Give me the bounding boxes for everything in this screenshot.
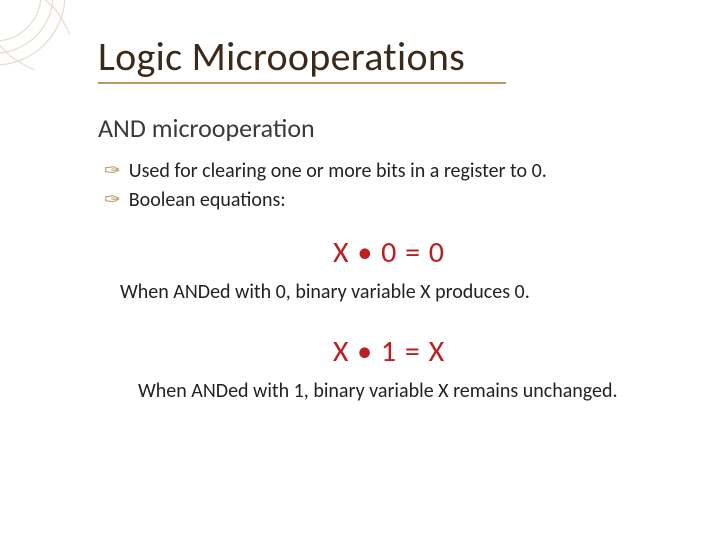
bullet-icon: ✑	[104, 158, 121, 185]
bullet-text: Used for clearing one or more bits in a …	[129, 158, 547, 185]
bullet-text: Boolean equations:	[129, 187, 286, 214]
title-underline	[98, 82, 506, 84]
page-title: Logic Microoperations	[98, 36, 680, 78]
subheading: AND microoperation	[98, 112, 680, 144]
slide-content: Logic Microoperations AND microoperation…	[98, 36, 680, 404]
bullet-list: ✑ Used for clearing one or more bits in …	[104, 158, 680, 214]
equation-1: X • 0 = 0	[98, 234, 680, 271]
list-item: ✑ Boolean equations:	[104, 187, 680, 214]
equation-2-explanation: When ANDed with 1, binary variable X rem…	[138, 378, 640, 404]
bullet-icon: ✑	[104, 187, 121, 214]
corner-decoration	[0, 0, 110, 110]
equation-2: X • 1 = X	[98, 333, 680, 370]
equation-1-explanation: When ANDed with 0, binary variable X pro…	[120, 279, 658, 305]
list-item: ✑ Used for clearing one or more bits in …	[104, 158, 680, 185]
